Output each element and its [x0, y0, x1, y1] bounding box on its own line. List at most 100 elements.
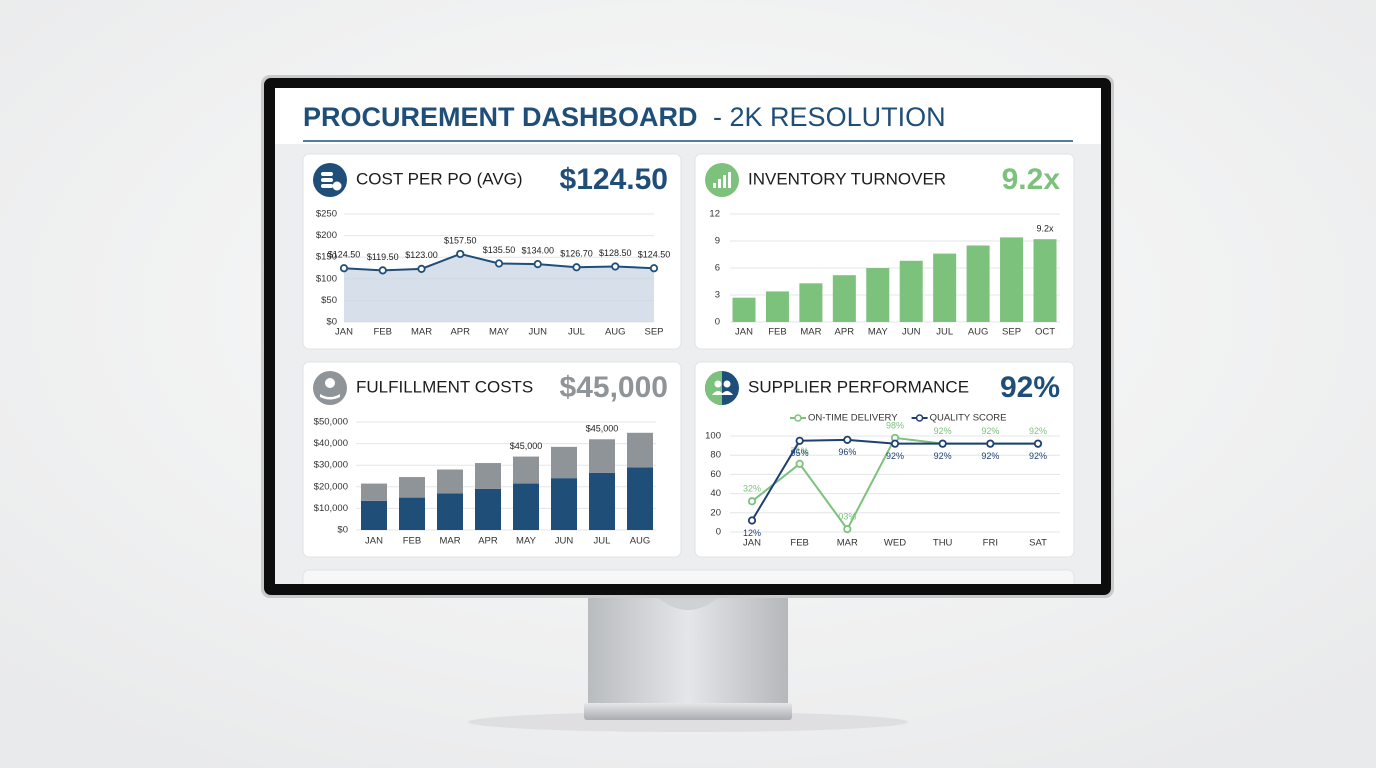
y-tick-label: 20	[710, 507, 721, 518]
value-label: 95%	[791, 448, 809, 458]
card-title: SUPPLIER PERFORMANCE	[748, 377, 969, 396]
bar	[361, 483, 387, 501]
x-tick-label: MAY	[516, 536, 537, 547]
bar	[899, 260, 923, 322]
y-tick-label: 9	[715, 236, 720, 247]
point	[1033, 439, 1043, 448]
value-label: 92%	[886, 451, 904, 461]
y-tick-label: 60	[710, 469, 721, 480]
value-label: 12%	[743, 528, 761, 538]
point	[339, 264, 349, 273]
header-bar	[275, 88, 1101, 144]
header: PROCUREMENT DASHBOARD - 2K RESOLUTION	[303, 102, 946, 132]
point	[890, 439, 900, 448]
x-tick-label: FEB	[790, 538, 808, 549]
x-tick-label: JUN	[555, 536, 574, 547]
point	[533, 260, 542, 269]
value-label: 92%	[934, 426, 952, 436]
y-tick-label: $30,000	[314, 460, 348, 471]
value-label: $134.00	[521, 245, 554, 255]
icon	[705, 163, 739, 197]
x-tick-label: APR	[478, 536, 498, 547]
bar	[475, 488, 501, 530]
value-label: 96%	[838, 447, 856, 457]
bar	[732, 297, 756, 322]
value-label: $123.00	[405, 250, 438, 260]
annotation: $45,000	[586, 424, 619, 434]
point	[378, 266, 387, 275]
bar	[361, 500, 387, 530]
point	[843, 525, 852, 534]
x-tick-label: MAR	[439, 536, 460, 547]
bar	[475, 463, 501, 489]
point	[417, 264, 426, 273]
bar	[1033, 239, 1057, 322]
y-tick-label: $150	[316, 252, 337, 263]
card	[302, 569, 1075, 584]
icon	[313, 371, 347, 405]
point	[986, 439, 995, 448]
y-tick-label: $40,000	[314, 438, 348, 449]
value-label: $126.70	[560, 249, 593, 259]
y-tick-label: $250	[316, 209, 337, 220]
x-tick-label: JUL	[936, 327, 953, 338]
bar	[832, 275, 856, 322]
x-tick-label: FEB	[403, 536, 421, 547]
kpi: $124.50	[560, 163, 668, 196]
value-label: 32%	[743, 484, 761, 494]
value-label: 92%	[981, 426, 999, 436]
card-title: COST PER PO (AVG)	[356, 169, 523, 188]
bar	[765, 291, 789, 322]
bar	[627, 467, 653, 530]
y-tick-label: 40	[710, 488, 721, 499]
bar	[1000, 237, 1024, 322]
point	[938, 439, 947, 448]
header-title: PROCUREMENT DASHBOARD	[303, 102, 698, 132]
bar	[437, 493, 463, 530]
stand-neck	[588, 596, 788, 706]
value-label: 92%	[1029, 426, 1047, 436]
y-tick-label: $20,000	[314, 481, 348, 492]
bar	[799, 283, 823, 322]
y-tick-label: $200	[316, 230, 337, 241]
kpi: 92%	[1000, 371, 1060, 404]
value-label: 92%	[934, 451, 952, 461]
x-tick-label: APR	[450, 327, 470, 338]
value-label: $135.50	[483, 245, 516, 255]
y-tick-label: $100	[316, 273, 337, 284]
bar	[551, 446, 577, 479]
bar	[589, 439, 615, 473]
bar	[933, 253, 957, 322]
bar	[551, 478, 577, 530]
y-tick-label: $50	[321, 295, 337, 306]
value-label: 9.2x	[1036, 224, 1054, 234]
charts: COST PER PO (AVG) $124.50 $0 $50 $100 $150 $20…	[314, 163, 1061, 549]
value-label: $128.50	[599, 248, 632, 258]
header-subtitle: - 2K RESOLUTION	[713, 102, 946, 132]
x-tick-label: FEB	[374, 327, 392, 338]
value-label: 98%	[886, 420, 904, 430]
y-tick-label: 12	[709, 209, 720, 220]
x-tick-label: FEB	[768, 327, 786, 338]
point	[747, 516, 757, 525]
icon	[705, 371, 739, 405]
bar	[437, 469, 463, 494]
shadow	[468, 712, 908, 732]
x-tick-label: JAN	[735, 327, 753, 338]
value-label: 92%	[981, 451, 999, 461]
x-tick-label: MAY	[868, 327, 889, 338]
bar	[627, 432, 653, 468]
value-label: $124.50	[638, 250, 671, 260]
bar	[866, 268, 890, 322]
x-tick-label: APR	[835, 327, 855, 338]
y-tick-label: $0	[337, 525, 348, 536]
y-tick-label: 80	[710, 450, 721, 461]
legend-label: QUALITY SCORE	[930, 413, 1007, 424]
y-tick-label: $50,000	[314, 417, 348, 428]
x-tick-label: MAR	[837, 538, 858, 549]
y-tick-label: 0	[715, 317, 720, 328]
stand-hole	[658, 598, 718, 610]
x-tick-label: AUG	[630, 536, 651, 547]
x-tick-label: SEP	[1002, 327, 1021, 338]
